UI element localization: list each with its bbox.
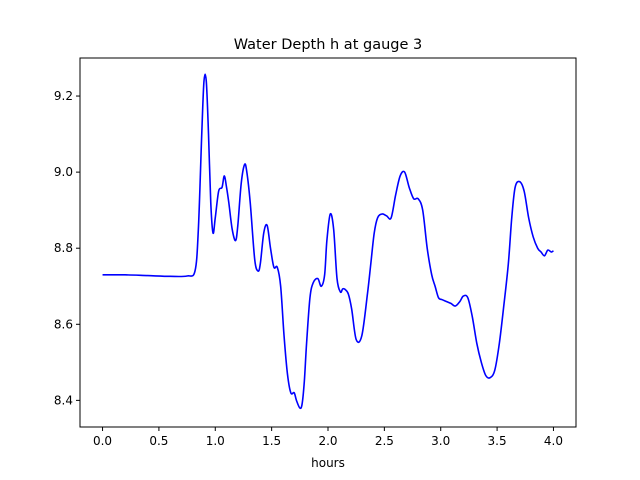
series-line xyxy=(102,73,554,410)
chart-title: Water Depth h at gauge 3 xyxy=(234,37,422,53)
y-axis-ticks: 8.4 8.6 8.8 9.0 9.2 xyxy=(54,89,80,407)
x-tick-label: 0.5 xyxy=(149,434,168,448)
x-tick-label: 1.0 xyxy=(206,434,225,448)
y-tick-label: 9.2 xyxy=(54,89,73,103)
x-tick-label: 0.0 xyxy=(93,434,112,448)
y-tick-label: 8.8 xyxy=(54,241,73,255)
y-tick-label: 8.6 xyxy=(54,317,73,331)
x-axis-ticks: 0.0 0.5 1.0 1.5 2.0 2.5 3.0 3.5 4.0 xyxy=(93,427,563,448)
x-tick-label: 4.0 xyxy=(544,434,563,448)
series-layer xyxy=(102,73,554,410)
x-axis-label: hours xyxy=(311,456,345,470)
x-tick-label: 2.5 xyxy=(375,434,394,448)
x-tick-label: 3.0 xyxy=(431,434,450,448)
y-tick-label: 8.4 xyxy=(54,393,73,407)
plot-area-frame xyxy=(79,57,577,428)
x-tick-label: 2.0 xyxy=(318,434,337,448)
y-tick-label: 9.0 xyxy=(54,165,73,179)
x-tick-label: 1.5 xyxy=(262,434,281,448)
x-tick-label: 3.5 xyxy=(488,434,507,448)
